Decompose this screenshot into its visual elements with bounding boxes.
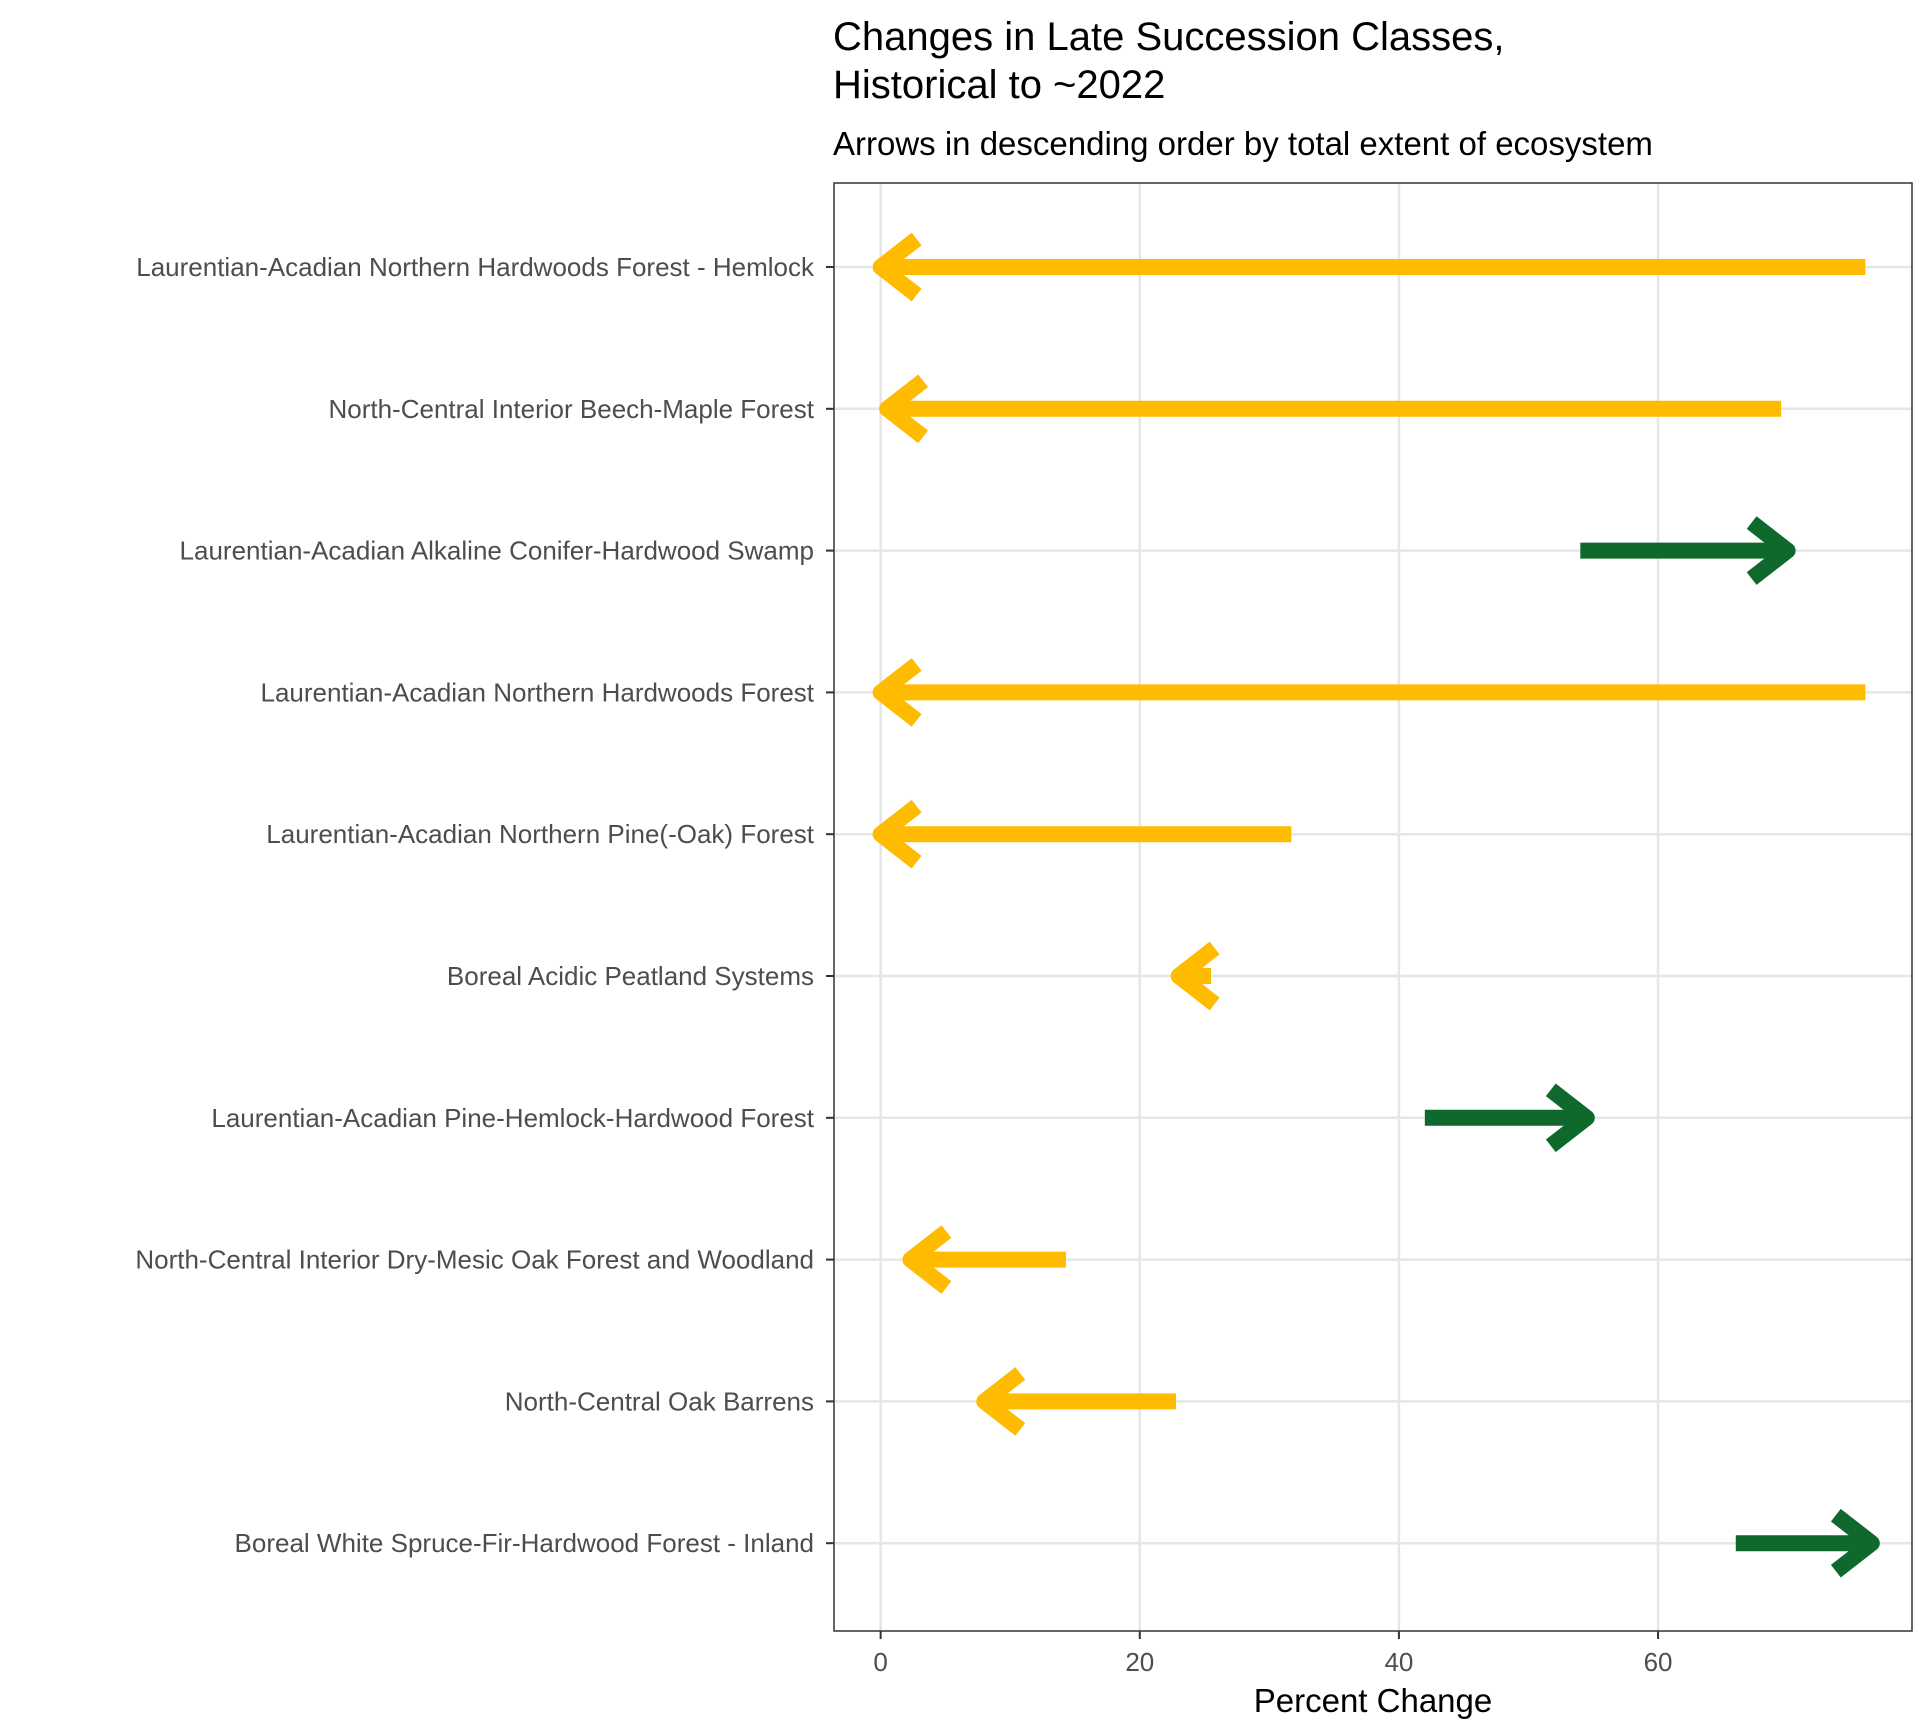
x-tick-label: 20 — [1125, 1647, 1154, 1677]
arrow-increase — [1424, 1083, 1595, 1153]
arrow-head — [879, 374, 929, 444]
arrow-increase — [1580, 516, 1796, 585]
arrow-decrease — [872, 799, 1292, 869]
y-tick-label: North-Central Oak Barrens — [505, 1386, 814, 1416]
arrows — [872, 232, 1880, 1578]
arrow-head — [1830, 1508, 1880, 1578]
arrow-head — [976, 1367, 1026, 1436]
y-tick-label: North-Central Interior Beech-Maple Fores… — [328, 394, 814, 424]
y-axis: Laurentian-Acadian Northern Hardwoods Fo… — [135, 252, 834, 1558]
x-tick-label: 60 — [1644, 1647, 1673, 1677]
arrow-head — [872, 658, 922, 727]
y-tick-label: Laurentian-Acadian Northern Hardwoods Fo… — [260, 677, 814, 707]
arrow-head — [1170, 941, 1220, 1011]
plot-border — [833, 182, 1913, 1632]
arrow-decrease — [976, 1367, 1177, 1436]
arrow-decrease — [1170, 941, 1220, 1011]
arrow-decrease — [879, 374, 1782, 444]
chart-title-line-2: Historical to ~2022 — [833, 63, 1165, 107]
x-tick-label: 0 — [873, 1647, 887, 1677]
y-tick-label: North-Central Interior Dry-Mesic Oak For… — [135, 1245, 814, 1275]
arrow-decrease — [872, 232, 1866, 302]
arrow-head — [902, 1225, 952, 1294]
arrow-head — [872, 799, 922, 869]
y-tick-label: Laurentian-Acadian Pine-Hemlock-Hardwood… — [211, 1103, 814, 1133]
y-tick-label: Laurentian-Acadian Northern Hardwoods Fo… — [136, 252, 815, 282]
chart-title-line-1: Changes in Late Succession Classes, — [833, 15, 1504, 59]
x-axis: 0 20 40 60 — [873, 1631, 1673, 1677]
arrow-decrease — [902, 1225, 1066, 1294]
y-tick-label: Laurentian-Acadian Northern Pine(-Oak) F… — [266, 819, 814, 849]
x-axis-label: Percent Change — [1254, 1682, 1493, 1719]
y-tick-label: Laurentian-Acadian Alkaline Conifer-Hard… — [180, 536, 814, 566]
arrow-increase — [1735, 1508, 1880, 1578]
y-tick-label: Boreal White Spruce-Fir-Hardwood Forest … — [235, 1528, 814, 1558]
chart-subtitle: Arrows in descending order by total exte… — [833, 125, 1653, 162]
arrow-head — [1746, 516, 1796, 585]
plot-panel — [834, 183, 1912, 1631]
y-tick-label: Boreal Acidic Peatland Systems — [447, 961, 814, 991]
arrow-decrease — [872, 658, 1866, 727]
x-tick-label: 40 — [1384, 1647, 1413, 1677]
arrow-head — [1545, 1083, 1595, 1153]
arrow-head — [872, 232, 922, 302]
